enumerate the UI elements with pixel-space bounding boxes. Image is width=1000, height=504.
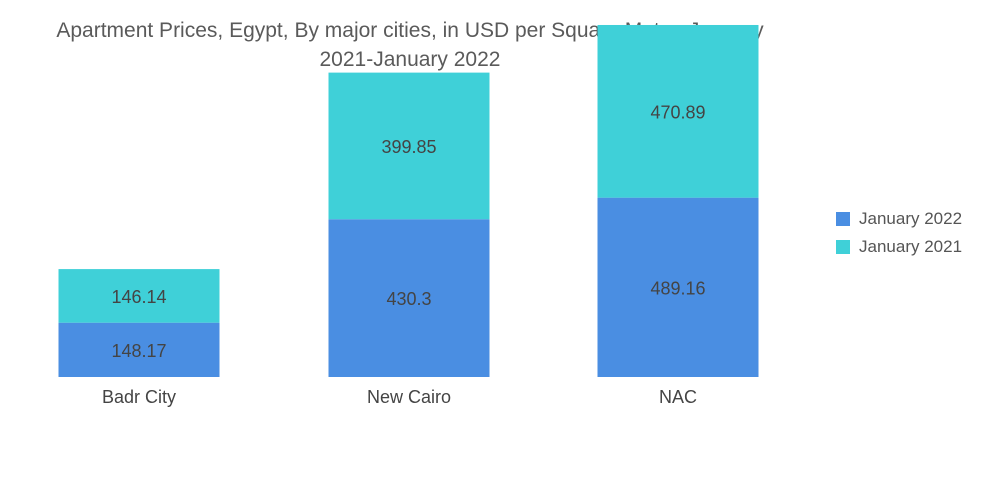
chart-title: Apartment Prices, Egypt, By major cities… <box>0 16 820 74</box>
chart-title-line-1: Apartment Prices, Egypt, By major cities… <box>56 19 764 42</box>
legend-item-january-2021[interactable]: January 2021 <box>836 233 962 261</box>
legend-swatch-january-2021 <box>836 240 850 254</box>
bar-badr-city-january-2022[interactable] <box>58 322 220 377</box>
data-label-nac-january-2022: 489.16 <box>650 278 705 298</box>
bar-nac-january-2021[interactable] <box>597 24 759 198</box>
x-tick-label-nac: NAC <box>659 387 697 407</box>
x-tick-label-badr-city: Badr City <box>102 387 176 407</box>
data-label-new-cairo-january-2021: 399.85 <box>381 137 436 157</box>
data-label-new-cairo-january-2022: 430.3 <box>386 289 431 309</box>
chart-title-line-2: 2021-January 2022 <box>319 48 501 71</box>
legend-label-january-2021: January 2021 <box>859 237 963 256</box>
x-tick-label-new-cairo: New Cairo <box>367 387 451 407</box>
legend-label-january-2022: January 2022 <box>859 209 963 228</box>
bar-new-cairo-january-2022[interactable] <box>328 219 490 377</box>
data-label-nac-january-2021: 470.89 <box>650 102 705 122</box>
data-label-badr-city-january-2022: 148.17 <box>111 341 166 361</box>
bar-nac-january-2022[interactable] <box>597 197 759 377</box>
legend-swatch-january-2022 <box>836 212 850 226</box>
bar-badr-city-january-2021[interactable] <box>58 269 220 323</box>
legend-item-january-2022[interactable]: January 2022 <box>836 205 962 233</box>
bar-new-cairo-january-2021[interactable] <box>328 72 490 220</box>
chart-legend: January 2022 January 2021 <box>836 205 962 261</box>
data-label-badr-city-january-2021: 146.14 <box>111 287 166 307</box>
